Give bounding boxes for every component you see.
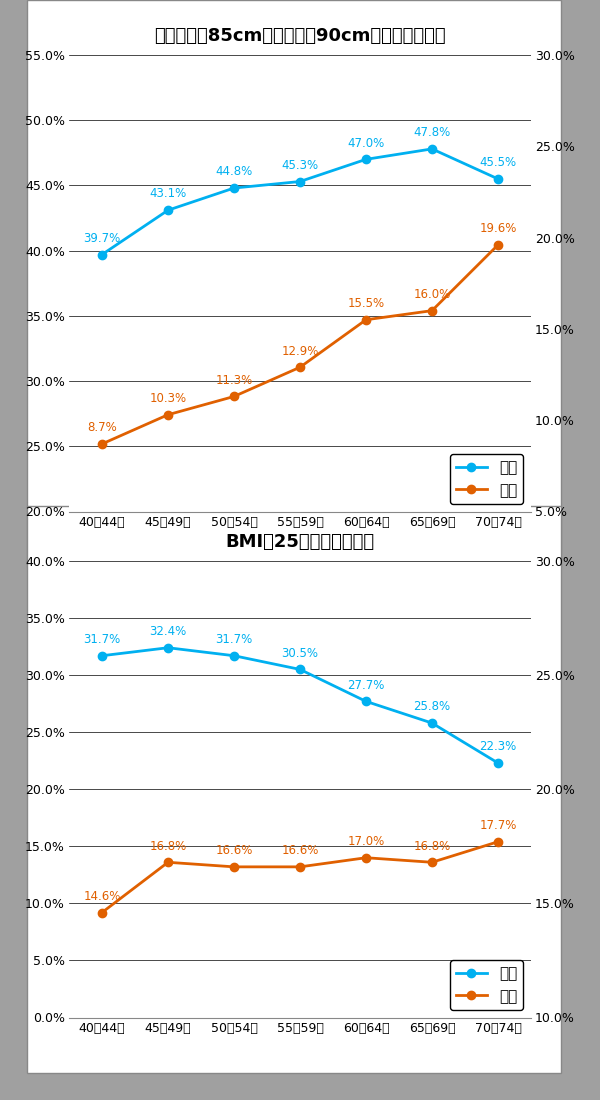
Text: 30.5%: 30.5% xyxy=(281,647,319,660)
女性 xyxy=(230,389,238,403)
女性 xyxy=(494,239,502,252)
男性 xyxy=(98,248,106,261)
Text: 11.3%: 11.3% xyxy=(215,374,253,387)
Line: 女性: 女性 xyxy=(98,241,502,448)
Line: 女性: 女性 xyxy=(98,837,502,916)
男性 xyxy=(428,142,436,155)
女性 xyxy=(230,860,238,873)
Text: 27.7%: 27.7% xyxy=(347,679,385,692)
Text: 15.5%: 15.5% xyxy=(347,297,385,310)
男性 xyxy=(362,153,370,166)
Text: 47.0%: 47.0% xyxy=(347,136,385,150)
Text: 19.6%: 19.6% xyxy=(479,222,517,235)
Text: 31.7%: 31.7% xyxy=(215,632,253,646)
男性 xyxy=(428,716,436,729)
男性 xyxy=(230,182,238,195)
女性 xyxy=(164,408,172,421)
Text: 8.7%: 8.7% xyxy=(87,421,117,434)
男性 xyxy=(98,649,106,662)
女性 xyxy=(494,835,502,848)
Text: 45.3%: 45.3% xyxy=(281,158,319,172)
男性 xyxy=(362,695,370,708)
Text: 10.3%: 10.3% xyxy=(149,392,187,405)
Text: 16.0%: 16.0% xyxy=(413,288,451,301)
Text: 31.7%: 31.7% xyxy=(83,632,121,646)
Legend: 男性, 女性: 男性, 女性 xyxy=(450,454,523,504)
男性 xyxy=(296,175,304,188)
Text: 32.4%: 32.4% xyxy=(149,625,187,638)
Text: 17.7%: 17.7% xyxy=(479,820,517,832)
女性 xyxy=(296,361,304,374)
Text: 16.6%: 16.6% xyxy=(281,844,319,857)
女性 xyxy=(428,856,436,869)
男性 xyxy=(494,757,502,770)
男性 xyxy=(296,663,304,676)
男性 xyxy=(230,649,238,662)
女性 xyxy=(362,314,370,327)
男性 xyxy=(164,204,172,217)
Title: BMI：25以上の該当者率: BMI：25以上の該当者率 xyxy=(226,534,374,551)
Title: 腹囲：男性85cm以上、女性90cm以上の該当者率: 腹囲：男性85cm以上、女性90cm以上の該当者率 xyxy=(154,28,446,45)
Text: 39.7%: 39.7% xyxy=(83,232,121,245)
女性 xyxy=(296,860,304,873)
女性 xyxy=(98,906,106,920)
女性 xyxy=(164,856,172,869)
Text: 16.8%: 16.8% xyxy=(413,839,451,853)
Text: 45.5%: 45.5% xyxy=(479,156,517,169)
Text: 14.6%: 14.6% xyxy=(83,890,121,903)
女性 xyxy=(362,851,370,865)
Text: 43.1%: 43.1% xyxy=(149,187,187,200)
Text: 17.0%: 17.0% xyxy=(347,835,385,848)
Text: 22.3%: 22.3% xyxy=(479,740,517,754)
Text: 16.6%: 16.6% xyxy=(215,844,253,857)
Text: 47.8%: 47.8% xyxy=(413,126,451,140)
Text: 25.8%: 25.8% xyxy=(413,701,451,713)
男性 xyxy=(494,173,502,186)
Legend: 男性, 女性: 男性, 女性 xyxy=(450,960,523,1010)
男性 xyxy=(164,641,172,654)
女性 xyxy=(98,438,106,451)
Text: 16.8%: 16.8% xyxy=(149,839,187,853)
Line: 男性: 男性 xyxy=(98,644,502,767)
Text: 44.8%: 44.8% xyxy=(215,165,253,178)
Line: 男性: 男性 xyxy=(98,145,502,258)
Text: 12.9%: 12.9% xyxy=(281,344,319,358)
女性 xyxy=(428,304,436,317)
